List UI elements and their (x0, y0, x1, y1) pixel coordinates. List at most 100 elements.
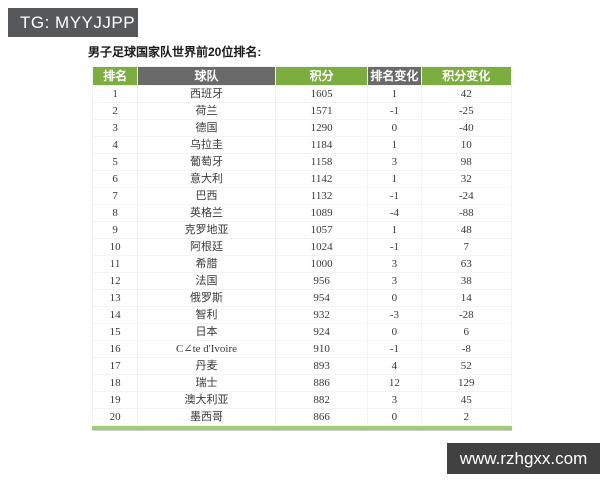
rank-cell: 19 (93, 392, 138, 408)
points-cell: 956 (275, 273, 368, 289)
table-row: 19 澳大利亚 882 3 45 (93, 392, 511, 408)
table-row: 9 克罗地亚 1057 1 48 (93, 222, 511, 238)
team-cell: 日本 (138, 324, 275, 340)
table-row: 13 俄罗斯 954 0 14 (93, 290, 511, 306)
rank-cell: 4 (93, 137, 138, 153)
points-change-cell: -28 (421, 307, 511, 323)
team-cell: 意大利 (138, 171, 275, 187)
points-cell: 910 (275, 341, 368, 357)
rank-change-cell: 1 (368, 222, 421, 238)
tg-watermark-text: TG: MYYJJPP (20, 12, 136, 32)
rank-cell: 2 (93, 103, 138, 119)
table-row: 10 阿根廷 1024 -1 7 (93, 239, 511, 255)
points-cell: 1158 (275, 154, 368, 170)
ranking-table-container: 排名 球队 积分 排名变化 积分变化 1 西班牙 1605 1 42 2 荷兰 1571 -1-… (92, 66, 512, 431)
rank-change-cell: 12 (368, 375, 421, 391)
points-change-cell: -8 (421, 341, 511, 357)
rank-cell: 15 (93, 324, 138, 340)
table-bottom-bar (92, 426, 512, 431)
team-cell: 德国 (138, 120, 275, 136)
rank-change-cell: 0 (368, 120, 421, 136)
header-rank-change: 排名变化 (368, 67, 421, 85)
rank-change-cell: 0 (368, 290, 421, 306)
team-cell: 俄罗斯 (138, 290, 275, 306)
rank-cell: 5 (93, 154, 138, 170)
rank-change-cell: 3 (368, 273, 421, 289)
rank-change-cell: 0 (368, 324, 421, 340)
team-cell: 西班牙 (138, 86, 275, 102)
team-cell: 巴西 (138, 188, 275, 204)
rank-change-cell: 1 (368, 137, 421, 153)
table-header-row: 排名 球队 积分 排名变化 积分变化 (93, 67, 511, 85)
table-row: 4 乌拉圭 1184 1 10 (93, 137, 511, 153)
rank-cell: 10 (93, 239, 138, 255)
rank-cell: 3 (93, 120, 138, 136)
team-cell: 乌拉圭 (138, 137, 275, 153)
team-cell: 葡萄牙 (138, 154, 275, 170)
table-row: 3 德国 1290 0 -40 (93, 120, 511, 136)
points-change-cell: -40 (421, 120, 511, 136)
team-cell: 智利 (138, 307, 275, 323)
points-cell: 1000 (275, 256, 368, 272)
table-row: 16 C∠te d'Ivoire 910 -1 -8 (93, 341, 511, 357)
points-cell: 954 (275, 290, 368, 306)
table-row: 14 智利 932 -3 -28 (93, 307, 511, 323)
points-change-cell: 63 (421, 256, 511, 272)
points-cell: 1605 (275, 86, 368, 102)
rank-cell: 12 (93, 273, 138, 289)
team-cell: 英格兰 (138, 205, 275, 221)
site-watermark: www.rzhgxx.com (447, 443, 600, 474)
points-change-cell: 14 (421, 290, 511, 306)
rank-change-cell: -1 (368, 239, 421, 255)
header-team: 球队 (138, 67, 275, 85)
rank-cell: 11 (93, 256, 138, 272)
header-rank: 排名 (93, 67, 138, 85)
table-row: 11 希腊 1000 3 63 (93, 256, 511, 272)
rank-change-cell: -1 (368, 103, 421, 119)
points-cell: 1132 (275, 188, 368, 204)
team-cell: C∠te d'Ivoire (138, 341, 275, 357)
team-cell: 丹麦 (138, 358, 275, 374)
table-row: 15 日本 924 0 6 (93, 324, 511, 340)
points-cell: 924 (275, 324, 368, 340)
points-change-cell: 42 (421, 86, 511, 102)
table-row: 17 丹麦 893 4 52 (93, 358, 511, 374)
rank-change-cell: 3 (368, 154, 421, 170)
ranking-table-body: 1 西班牙 1605 1 42 2 荷兰 1571 -1 -25 3 德国 1290 0 -40 4 乌拉圭 11… (93, 86, 511, 425)
rank-change-cell: -1 (368, 341, 421, 357)
team-cell: 阿根廷 (138, 239, 275, 255)
points-change-cell: 2 (421, 409, 511, 425)
rank-cell: 9 (93, 222, 138, 238)
rank-cell: 17 (93, 358, 138, 374)
rank-cell: 7 (93, 188, 138, 204)
points-change-cell: -25 (421, 103, 511, 119)
points-cell: 1290 (275, 120, 368, 136)
team-cell: 澳大利亚 (138, 392, 275, 408)
table-row: 5 葡萄牙 1158 3 98 (93, 154, 511, 170)
points-change-cell: -24 (421, 188, 511, 204)
rank-cell: 16 (93, 341, 138, 357)
points-cell: 886 (275, 375, 368, 391)
rank-cell: 20 (93, 409, 138, 425)
points-cell: 1184 (275, 137, 368, 153)
table-row: 20 墨西哥 866 0 2 (93, 409, 511, 425)
team-cell: 墨西哥 (138, 409, 275, 425)
rank-change-cell: 3 (368, 392, 421, 408)
rank-change-cell: 1 (368, 86, 421, 102)
table-row: 8 英格兰 1089 -4 -88 (93, 205, 511, 221)
team-cell: 瑞士 (138, 375, 275, 391)
points-cell: 882 (275, 392, 368, 408)
table-row: 12 法国 956 3 38 (93, 273, 511, 289)
rank-change-cell: -4 (368, 205, 421, 221)
points-change-cell: 48 (421, 222, 511, 238)
points-change-cell: 10 (421, 137, 511, 153)
points-cell: 1142 (275, 171, 368, 187)
table-row: 7 巴西 1132 -1 -24 (93, 188, 511, 204)
rank-cell: 1 (93, 86, 138, 102)
points-cell: 866 (275, 409, 368, 425)
points-cell: 1057 (275, 222, 368, 238)
points-change-cell: 45 (421, 392, 511, 408)
points-cell: 893 (275, 358, 368, 374)
site-watermark-text: www.rzhgxx.com (459, 448, 588, 468)
points-change-cell: 52 (421, 358, 511, 374)
